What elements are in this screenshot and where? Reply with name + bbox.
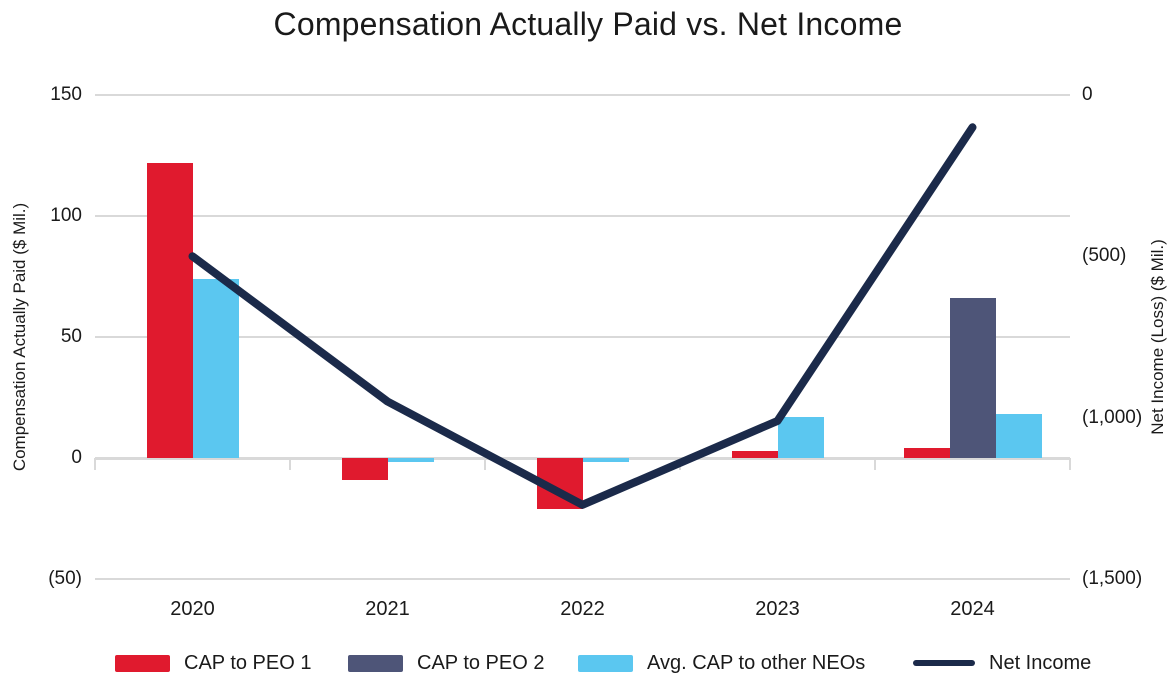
right-tick-(500): (500): [1082, 245, 1127, 267]
bar-avg-cap-other-neos-2022: [582, 458, 629, 462]
right-tick-(1,500): (1,500): [1082, 568, 1143, 589]
net-income-polyline: [188, 123, 977, 509]
legend-swatch-avg-cap-other-neos: [578, 654, 633, 672]
bar-cap-peo-1-2021: [341, 458, 388, 480]
bar-avg-cap-other-neos-2020: [192, 278, 239, 458]
x-axis-tick: [289, 458, 291, 470]
bar-avg-cap-other-neos-2021: [387, 458, 434, 462]
gridline-50: [95, 336, 1070, 338]
legend-item-cap-peo-2: CAP to PEO 2: [348, 650, 544, 676]
left-tick-0: 0: [71, 447, 82, 468]
bar-avg-cap-other-neos-2023: [777, 416, 824, 458]
bar-avg-cap-other-neos-2024: [995, 414, 1042, 458]
bar-cap-peo-1-2020: [146, 162, 193, 458]
legend-label-cap-peo-2: CAP to PEO 2: [417, 651, 545, 674]
left-tick-150: 150: [50, 84, 82, 105]
x-label-2024: 2024: [950, 598, 995, 620]
legend-label-avg-cap-other-neos: Avg. CAP to other NEOs: [647, 651, 866, 674]
plot-area: [94, 94, 1071, 580]
x-axis-tick: [484, 458, 486, 470]
legend-label-net-income: Net Income: [989, 651, 1092, 674]
chart-title: Compensation Actually Paid vs. Net Incom…: [273, 6, 903, 42]
x-axis-tick: [1069, 458, 1071, 470]
legend-item-cap-peo-1: CAP to PEO 1: [115, 650, 311, 676]
x-axis-tick: [874, 458, 876, 470]
right-axis-title: Net Income (Loss) ($ Mil.): [1148, 239, 1167, 435]
x-label-2021: 2021: [365, 598, 410, 620]
bar-cap-peo-2-2024: [949, 298, 996, 458]
legend-item-avg-cap-other-neos: Avg. CAP to other NEOs: [578, 650, 865, 676]
right-tick-0: 0: [1082, 84, 1093, 105]
bar-cap-peo-1-2024: [903, 448, 950, 458]
gridline-100: [95, 215, 1070, 217]
x-axis-tick: [94, 458, 96, 470]
left-tick-100: 100: [50, 205, 82, 226]
bar-cap-peo-1-2023: [731, 450, 778, 458]
x-label-2023: 2023: [755, 598, 800, 620]
net-income-line: [188, 123, 977, 509]
legend-swatch-net-income: [913, 660, 975, 666]
gridline-150: [95, 94, 1070, 96]
left-tick-50: 50: [60, 326, 82, 347]
legend-swatch-cap-peo-1: [115, 654, 170, 672]
legend-item-net-income: Net Income: [913, 650, 1091, 676]
legend-swatch-cap-peo-2: [348, 654, 403, 672]
legend-label-cap-peo-1: CAP to PEO 1: [184, 651, 312, 674]
right-tick-(1,000): (1,000): [1082, 406, 1143, 428]
x-label-2022: 2022: [560, 598, 605, 620]
gridline-(50): [95, 578, 1070, 580]
left-tick-(50): (50): [48, 568, 82, 589]
x-label-2020: 2020: [170, 598, 215, 620]
